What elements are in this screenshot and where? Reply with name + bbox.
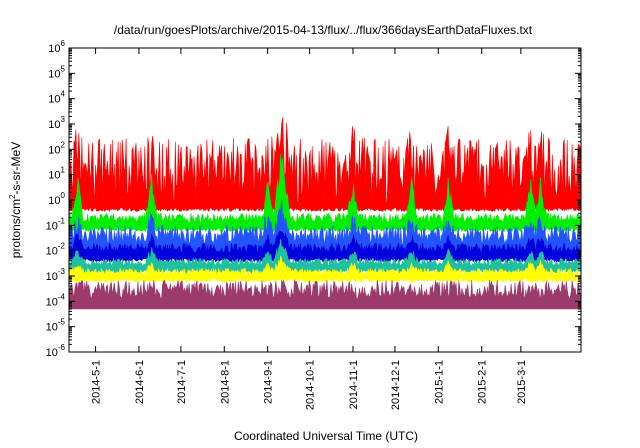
x-axis-label: Coordinated Universal Time (UTC) xyxy=(234,429,418,443)
x-tick-label: 2014-10-1 xyxy=(305,360,317,410)
y-tick-label: 104 xyxy=(48,90,65,106)
series-band-5 xyxy=(69,239,581,275)
x-tick-label: 2014-8-1 xyxy=(219,360,231,404)
x-tick-label: 2014-6-1 xyxy=(134,360,146,404)
plot-area xyxy=(69,117,581,310)
y-tick-label: 10-1 xyxy=(46,216,66,232)
series-group xyxy=(69,117,581,310)
y-tick-label: 10-4 xyxy=(46,292,66,308)
y-tick-label: 10-2 xyxy=(46,242,66,258)
x-tick-label: 2014-12-1 xyxy=(390,360,402,410)
y-tick-label: 10-6 xyxy=(46,343,66,359)
x-tick-label: 2015-2-1 xyxy=(477,360,489,404)
y-tick-label: 106 xyxy=(48,39,65,55)
series-band-2 xyxy=(69,154,581,233)
y-tick-label: 10-3 xyxy=(46,267,66,283)
y-tick-label: 100 xyxy=(48,191,65,207)
series-band-7 xyxy=(69,278,581,310)
series-band-4 xyxy=(69,230,581,264)
series-band-1 xyxy=(69,117,581,213)
axes: 10-6 10-5 10-4 10-3 10-2 10-1 100 101 102 103 104 1… xyxy=(46,39,582,410)
y-tick-label: 103 xyxy=(48,115,65,131)
x-tick-label: 2014-7-1 xyxy=(176,360,188,404)
x-tick-label: 2014-9-1 xyxy=(263,360,275,404)
y-tick-label: 105 xyxy=(48,64,65,80)
chart-title: /data/run/goesPlots/archive/2015-04-13/f… xyxy=(114,23,533,37)
x-tick-label: 2014-11-1 xyxy=(348,360,360,409)
y-axis-label: protons/cm2-s-sr-MeV xyxy=(8,142,23,258)
y-tick-label: 101 xyxy=(48,166,65,182)
series-band-6 xyxy=(69,255,581,284)
x-tick-label: 2015-1-1 xyxy=(433,360,445,404)
y-tick-label: 102 xyxy=(48,140,65,156)
x-tick-label: 2014-5-1 xyxy=(91,360,103,404)
x-tick-label: 2015-3-1 xyxy=(516,360,528,404)
y-tick-label: 10-5 xyxy=(46,318,66,334)
